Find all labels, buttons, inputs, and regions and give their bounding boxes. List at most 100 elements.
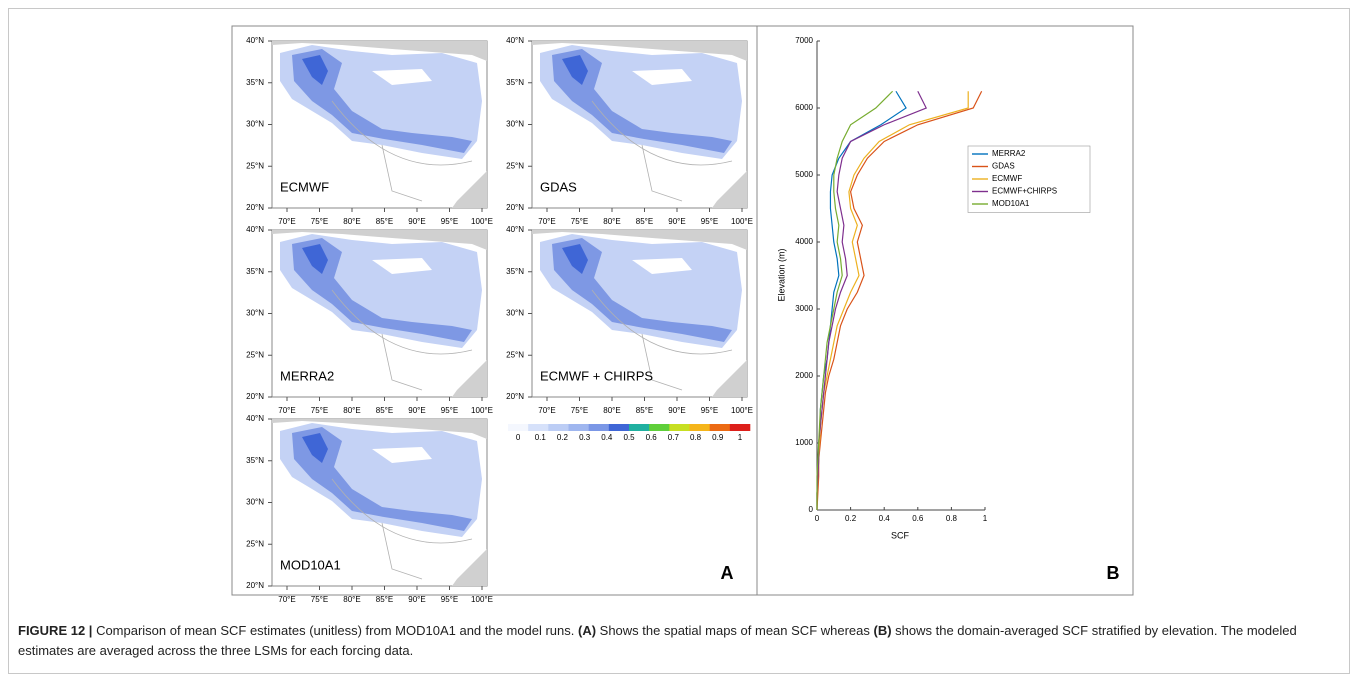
colorbar-swatch xyxy=(608,424,630,431)
lon-tick-label: 95°E xyxy=(701,217,718,226)
caption-label: FIGURE 12 | xyxy=(18,623,93,638)
map-title: ECMWF + CHIRPS xyxy=(540,368,653,383)
lat-tick-label: 25°N xyxy=(246,539,264,548)
y-tick-label: 0 xyxy=(809,505,814,514)
lon-tick-label: 75°E xyxy=(311,217,328,226)
series-line xyxy=(816,90,894,510)
lat-tick-label: 40°N xyxy=(506,225,524,234)
lat-tick-label: 30°N xyxy=(506,120,524,129)
legend-label: GDAS xyxy=(992,162,1015,171)
lon-tick-label: 85°E xyxy=(376,217,393,226)
caption: FIGURE 12 | Comparison of mean SCF estim… xyxy=(18,621,1338,661)
y-tick-label: 1000 xyxy=(795,438,813,447)
lat-tick-label: 30°N xyxy=(506,309,524,318)
colorbar-tick-label: 0.7 xyxy=(668,433,680,442)
lat-tick-label: 25°N xyxy=(246,350,264,359)
lat-tick-label: 25°N xyxy=(246,161,264,170)
colorbar-swatch xyxy=(548,424,569,431)
legend-label: MERRA2 xyxy=(992,149,1026,158)
lon-tick-label: 95°E xyxy=(701,406,718,415)
lon-tick-label: 90°E xyxy=(668,217,685,226)
colorbar-tick-label: 0 xyxy=(516,433,521,442)
y-tick-label: 4000 xyxy=(795,237,813,246)
lon-tick-label: 75°E xyxy=(571,217,588,226)
legend-label: ECMWF+CHIRPS xyxy=(992,187,1057,196)
lat-tick-label: 35°N xyxy=(506,78,524,87)
map-title: MOD10A1 xyxy=(280,557,341,572)
lat-tick-label: 35°N xyxy=(506,267,524,276)
colorbar-swatch xyxy=(689,424,710,431)
x-tick-label: 0.6 xyxy=(912,514,924,523)
colorbar-swatch xyxy=(729,424,751,431)
lon-tick-label: 80°E xyxy=(343,217,360,226)
colorbar-tick-label: 0.8 xyxy=(690,433,702,442)
colorbar-swatch xyxy=(709,424,731,431)
lon-tick-label: 85°E xyxy=(376,595,393,604)
lat-tick-label: 35°N xyxy=(246,267,264,276)
colorbar-swatch xyxy=(568,424,589,431)
x-tick-label: 0 xyxy=(815,514,820,523)
lon-tick-label: 70°E xyxy=(278,217,295,226)
figure: A B Elevation (m) SCF ECMWF 40°N 35°N 30°N 2… xyxy=(231,25,1134,604)
colorbar-tick-label: 1 xyxy=(738,433,743,442)
lon-tick-label: 100°E xyxy=(471,406,493,415)
series-line xyxy=(816,91,969,510)
lon-tick-label: 80°E xyxy=(603,406,620,415)
x-tick-label: 0.8 xyxy=(946,514,958,523)
lat-tick-label: 20°N xyxy=(246,203,264,212)
panel-label: B xyxy=(1107,563,1120,583)
lon-tick-label: 75°E xyxy=(311,406,328,415)
series-line xyxy=(816,90,907,510)
map: ECMWF 40°N 35°N 30°N 25°N 20°N 70°E 75°E 80°E 85°… xyxy=(246,36,493,226)
y-tick-label: 7000 xyxy=(795,36,813,45)
map-title: GDAS xyxy=(540,179,577,194)
lon-tick-label: 80°E xyxy=(603,217,620,226)
colorbar-swatch xyxy=(669,424,690,431)
lon-tick-label: 70°E xyxy=(278,595,295,604)
colorbar-swatch xyxy=(588,424,610,431)
lon-tick-label: 70°E xyxy=(538,406,555,415)
colorbar-tick-label: 0.9 xyxy=(712,433,724,442)
caption-text: shows the domain-averaged SCF stratified… xyxy=(18,623,1297,658)
lat-tick-label: 20°N xyxy=(246,392,264,401)
series-line xyxy=(816,90,983,511)
x-axis-label: SCF xyxy=(891,530,910,540)
y-tick-label: 6000 xyxy=(795,103,813,112)
map-title: ECMWF xyxy=(280,179,329,194)
caption-text: Comparison of mean SCF estimates (unitle… xyxy=(96,623,578,638)
colorbar-tick-label: 0.1 xyxy=(535,433,547,442)
lat-tick-label: 25°N xyxy=(506,350,524,359)
colorbar-tick-label: 0.5 xyxy=(623,433,635,442)
lat-tick-label: 35°N xyxy=(246,456,264,465)
map: MOD10A1 40°N 35°N 30°N 25°N 20°N 70°E 75°E 80°E 8… xyxy=(246,414,493,604)
caption-text: Shows the spatial maps of mean SCF where… xyxy=(596,623,874,638)
lon-tick-label: 100°E xyxy=(731,406,753,415)
x-tick-label: 1 xyxy=(983,514,988,523)
colorbar-swatch xyxy=(629,424,650,431)
lon-tick-label: 100°E xyxy=(471,217,493,226)
panel-b-frame xyxy=(756,25,1134,596)
map: MERRA2 40°N 35°N 30°N 25°N 20°N 70°E 75°E 80°E 85… xyxy=(246,225,493,415)
lon-tick-label: 80°E xyxy=(343,406,360,415)
legend-label: ECMWF xyxy=(992,174,1022,183)
lat-tick-label: 30°N xyxy=(246,120,264,129)
y-tick-label: 5000 xyxy=(795,170,813,179)
lon-tick-label: 90°E xyxy=(408,406,425,415)
lon-tick-label: 80°E xyxy=(343,595,360,604)
map-title: MERRA2 xyxy=(280,368,334,383)
lon-tick-label: 100°E xyxy=(471,595,493,604)
legend-label: MOD10A1 xyxy=(992,199,1030,208)
map: ECMWF + CHIRPS 40°N 35°N 30°N 25°N 20°N 70°E 75… xyxy=(506,225,753,415)
lon-tick-label: 90°E xyxy=(408,595,425,604)
caption-ref: (A) xyxy=(577,623,597,638)
lon-tick-label: 90°E xyxy=(668,406,685,415)
lat-tick-label: 30°N xyxy=(246,309,264,318)
lat-tick-label: 35°N xyxy=(246,78,264,87)
lat-tick-label: 40°N xyxy=(246,36,264,45)
lon-tick-label: 95°E xyxy=(441,595,458,604)
lat-tick-label: 40°N xyxy=(506,36,524,45)
lon-tick-label: 70°E xyxy=(538,217,555,226)
y-tick-label: 3000 xyxy=(795,304,813,313)
